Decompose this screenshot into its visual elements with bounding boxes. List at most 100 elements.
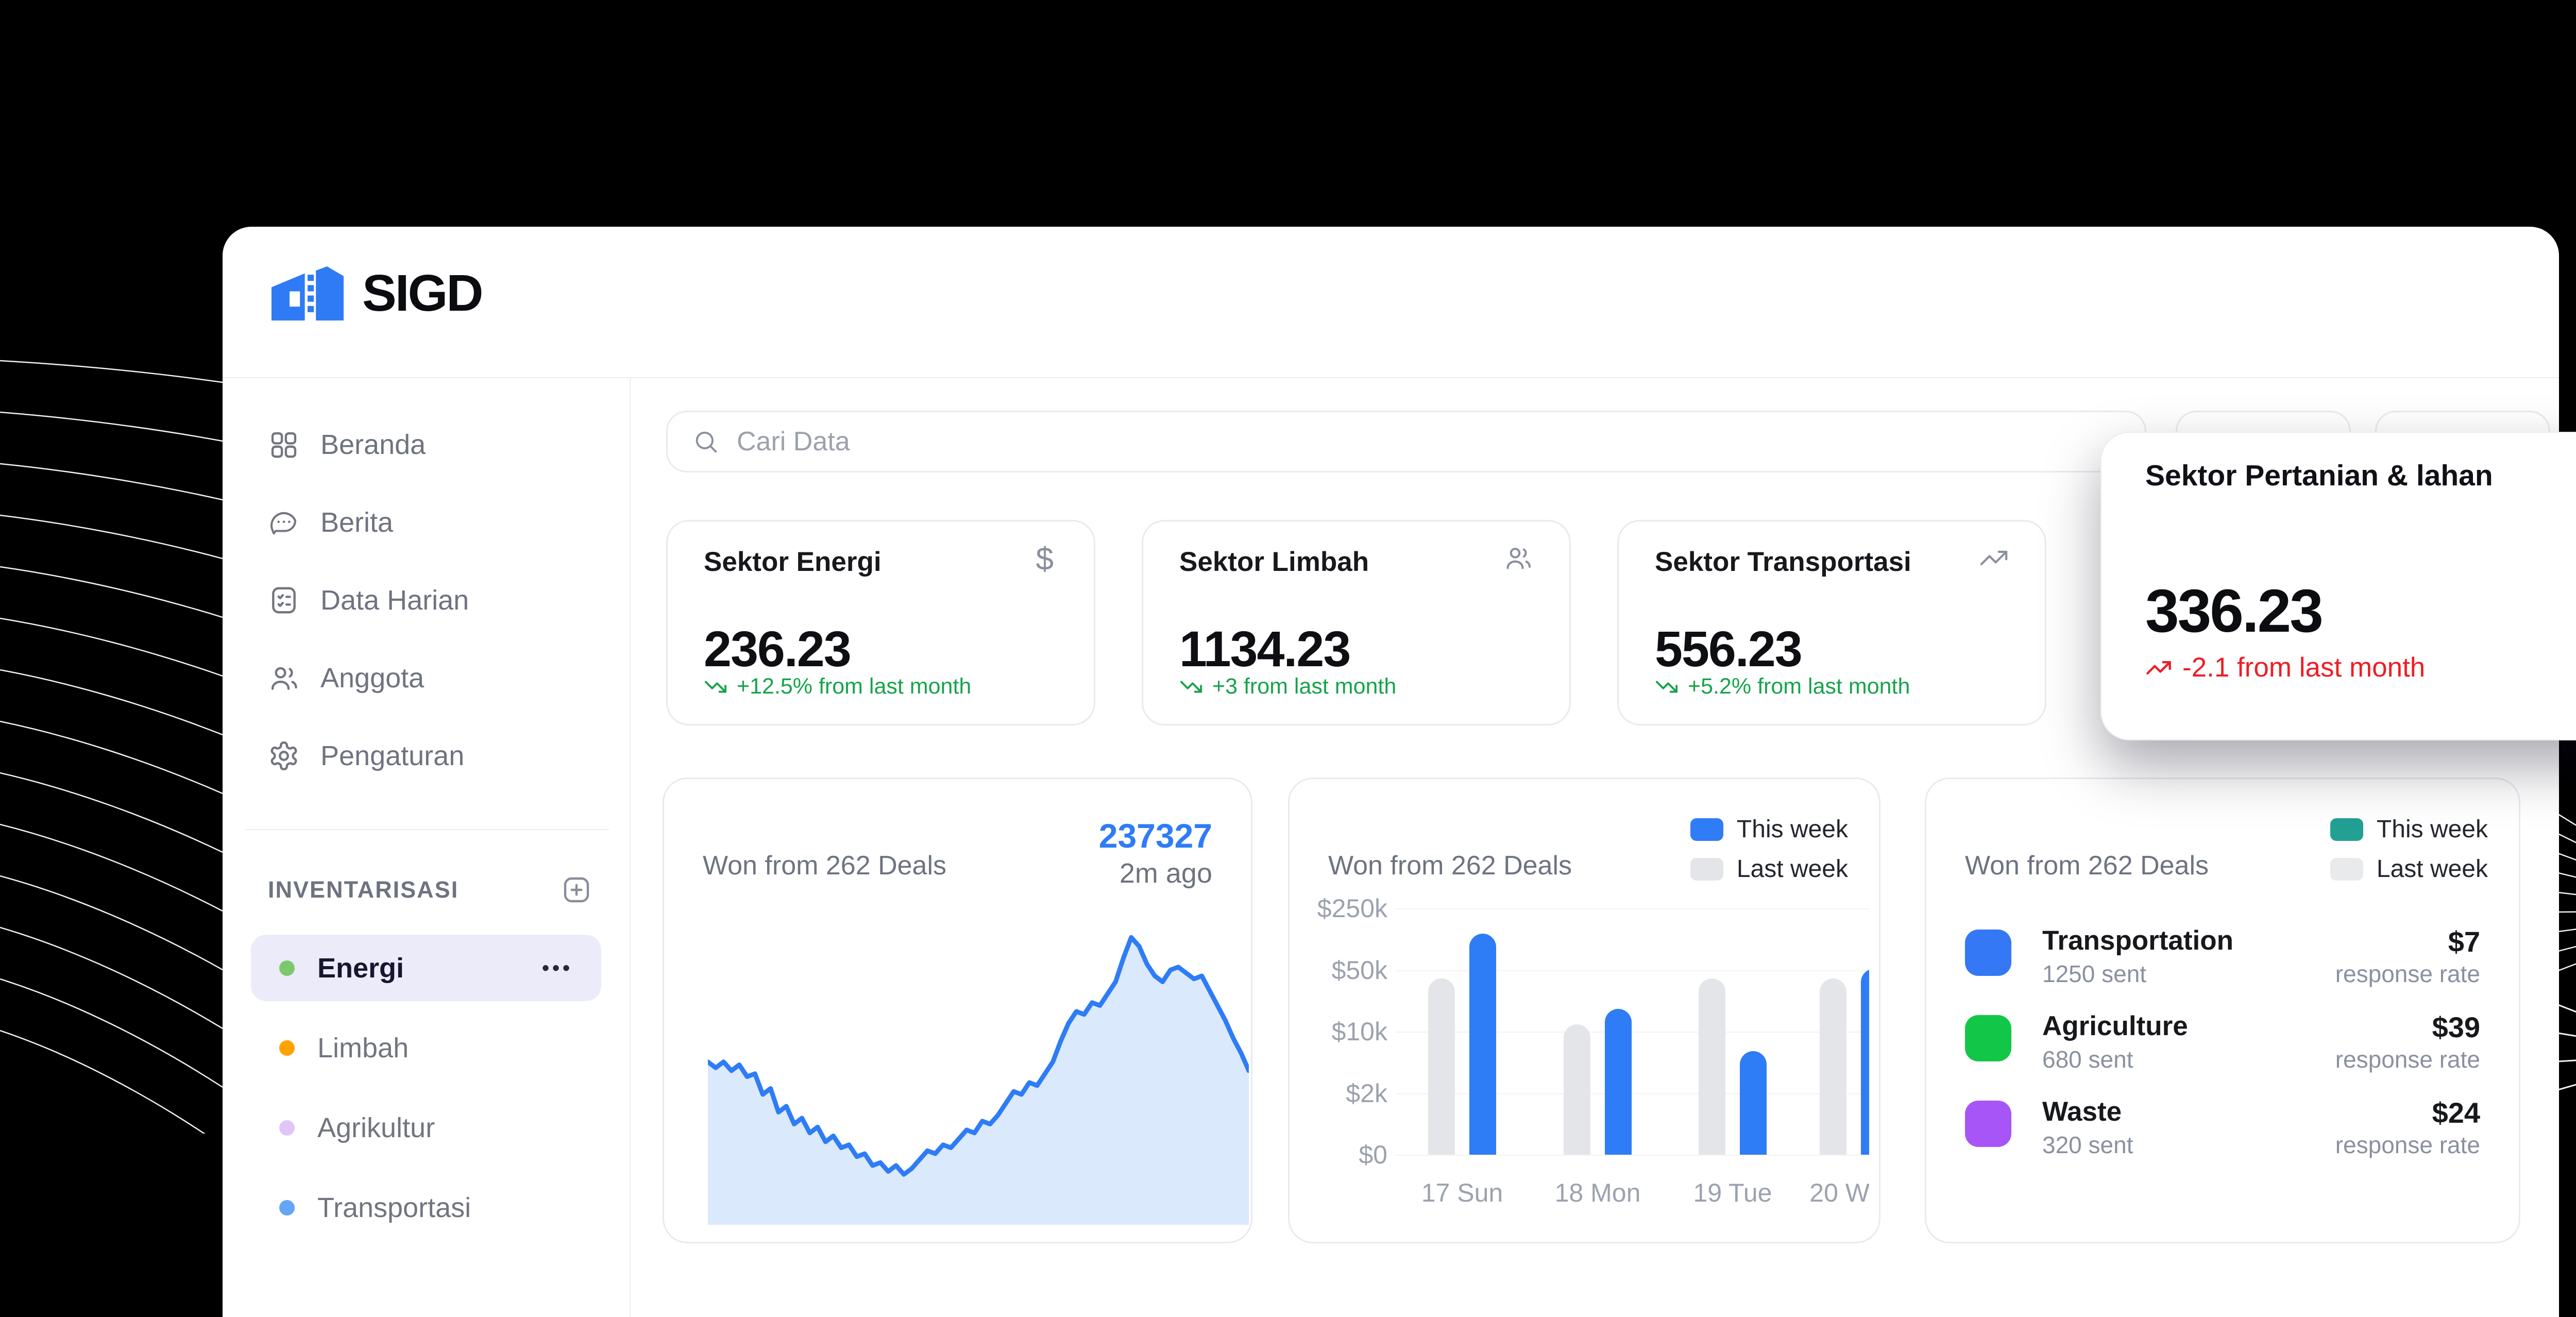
dashboard-icon: [271, 432, 297, 458]
line-chart-card: Won from 262 Deals 237327 2m ago: [663, 778, 1252, 1243]
area-chart: [708, 935, 1249, 1225]
search-placeholder: Cari Data: [737, 427, 850, 457]
x-axis-tick: 17 Sun: [1421, 1178, 1503, 1207]
sidebar-item-berita[interactable]: Berita: [223, 483, 630, 561]
row-note: response rate: [2335, 1046, 2480, 1073]
gridline: [1395, 970, 1869, 971]
search-input[interactable]: Cari Data: [666, 411, 2146, 472]
users-icon: [1506, 548, 1531, 569]
sidebar-item-anggota[interactable]: Anggota: [223, 639, 630, 717]
category-swatch: [1965, 1101, 2011, 1147]
x-axis-tick: 18 Mon: [1554, 1178, 1641, 1207]
list-card-title: Won from 262 Deals: [1965, 851, 2209, 881]
row-sent: 1250 sent: [2042, 960, 2147, 987]
bar: [1605, 1009, 1632, 1155]
list-item-transportation[interactable]: Transportation 1250 sent $7 response rat…: [1965, 922, 2480, 1007]
bar: [1469, 934, 1496, 1155]
inventory-item-agrikultur[interactable]: Agrikultur: [251, 1094, 601, 1161]
trending-up-icon: [1980, 550, 2008, 566]
overlay-card-change: -2.1 from last month: [2182, 652, 2426, 683]
gear-icon: [270, 741, 297, 770]
trending-down-icon: [704, 681, 727, 693]
bar: [1699, 978, 1725, 1155]
x-axis-tick: 20 Wed: [1809, 1178, 1869, 1207]
sidebar-item-label: Anggota: [320, 662, 425, 694]
sidebar-item-beranda[interactable]: Beranda: [223, 406, 630, 483]
overlay-card-value: 336.23: [2145, 577, 2324, 645]
inventory-item-label: Agrikultur: [317, 1112, 435, 1143]
stat-card-change: +3 from last month: [1212, 674, 1397, 699]
x-axis-tick: 19 Tue: [1693, 1178, 1772, 1207]
list-item-agriculture[interactable]: Agriculture 680 sent $39 response rate: [1965, 1007, 2480, 1093]
legend-last-week-chip: [2330, 857, 2363, 881]
users-icon: [271, 667, 297, 690]
stat-card-value: 236.23: [704, 621, 852, 677]
stat-card-energi: Sektor Energi $ 236.23 +12.5% from last …: [666, 520, 1095, 725]
legend-this-week-label: This week: [1736, 816, 1848, 843]
stat-card-change: +5.2% from last month: [1688, 674, 1910, 699]
legend-last-week-label: Last week: [2376, 855, 2488, 883]
line-chart-timestamp: 2m ago: [1119, 858, 1212, 889]
y-axis-tick: $250k: [1317, 894, 1387, 923]
legend-this-week-chip: [2330, 818, 2363, 841]
color-dot: [279, 1200, 295, 1215]
bar-chart-plot: 17 Sun 18 Mon 19 Tue 20 Wed: [1395, 908, 1869, 1230]
sidebar-item-label: Data Harian: [320, 584, 469, 616]
legend-this-week-chip: [1690, 818, 1723, 841]
inventory-item-label: Limbah: [317, 1032, 409, 1063]
search-icon: [696, 431, 717, 453]
row-note: response rate: [2335, 960, 2480, 987]
response-list-card: Won from 262 Deals This week Last week T…: [1925, 778, 2520, 1243]
gridline: [1395, 908, 1869, 909]
row-amount: $7: [2448, 925, 2480, 958]
trending-down-icon: [1180, 681, 1202, 693]
sidebar-section-header: INVENTARISASI: [268, 869, 594, 910]
gridline: [1395, 1032, 1869, 1033]
line-chart-title: Won from 262 Deals: [703, 851, 947, 881]
inventory-item-transportasi[interactable]: Transportasi: [251, 1174, 601, 1241]
more-options-icon[interactable]: •••: [541, 956, 573, 980]
gridline: [1395, 1155, 1869, 1156]
bar: [1861, 969, 1869, 1155]
y-axis-tick: $10k: [1331, 1017, 1387, 1046]
stat-card-change: +12.5% from last month: [737, 674, 972, 699]
inventory-item-energi[interactable]: Energi •••: [251, 935, 601, 1001]
plus-square-icon: [564, 877, 589, 903]
bar-chart-card: Won from 262 Deals This week Last week 1…: [1288, 778, 1880, 1243]
stat-card-value: 556.23: [1655, 621, 1803, 677]
row-note: response rate: [2335, 1132, 2480, 1158]
row-amount: $39: [2432, 1011, 2480, 1043]
row-sent: 320 sent: [2042, 1132, 2133, 1158]
overlay-card-title: Sektor Pertanian & lahan: [2145, 459, 2493, 492]
stat-card-title: Sektor Energi: [704, 547, 882, 577]
bar-chart-title: Won from 262 Deals: [1328, 851, 1572, 881]
list-item-waste[interactable]: Waste 320 sent $24 response rate: [1965, 1093, 2480, 1178]
chat-bubble-icon: [270, 512, 297, 534]
row-sent: 680 sent: [2042, 1046, 2133, 1073]
row-name: Agriculture: [2042, 1011, 2188, 1041]
sidebar-menu: Beranda Berita: [223, 406, 630, 795]
stat-card-value: 1134.23: [1179, 621, 1351, 677]
color-dot: [279, 1120, 295, 1136]
legend-this-week-label: This week: [2376, 816, 2488, 843]
inventory-list: Energi ••• Limbah Agrikultur Transportas…: [251, 935, 601, 1254]
add-inventory-button[interactable]: [560, 873, 594, 907]
sidebar-item-label: Pengaturan: [320, 740, 465, 771]
inventory-item-limbah[interactable]: Limbah: [251, 1015, 601, 1081]
stat-card-transportasi: Sektor Transportasi 556.23 +5.2% from la…: [1617, 520, 2046, 725]
dollar-icon: $: [1036, 542, 1054, 577]
sidebar-item-data-harian[interactable]: Data Harian: [223, 561, 630, 639]
main-content: Cari Data Sektor Energi $ 236.23 +12.5% …: [631, 377, 2559, 1317]
background-waves-right: [2558, 813, 2576, 1091]
dashboard-panel: SIGD Beranda: [223, 227, 2559, 1317]
bar-chart-legend: This week Last week: [1690, 815, 1848, 883]
y-axis-tick: $50k: [1331, 955, 1387, 985]
trending-up-icon: [2146, 661, 2171, 674]
bar: [1820, 978, 1846, 1155]
response-rows: Transportation 1250 sent $7 response rat…: [1965, 922, 2480, 1178]
inventory-item-label: Transportasi: [317, 1192, 471, 1223]
sidebar-item-pengaturan[interactable]: Pengaturan: [223, 717, 630, 795]
sidebar: Beranda Berita: [223, 377, 631, 1317]
header: SIGD: [223, 227, 2559, 378]
list-card-legend: This week Last week: [2330, 815, 2488, 883]
